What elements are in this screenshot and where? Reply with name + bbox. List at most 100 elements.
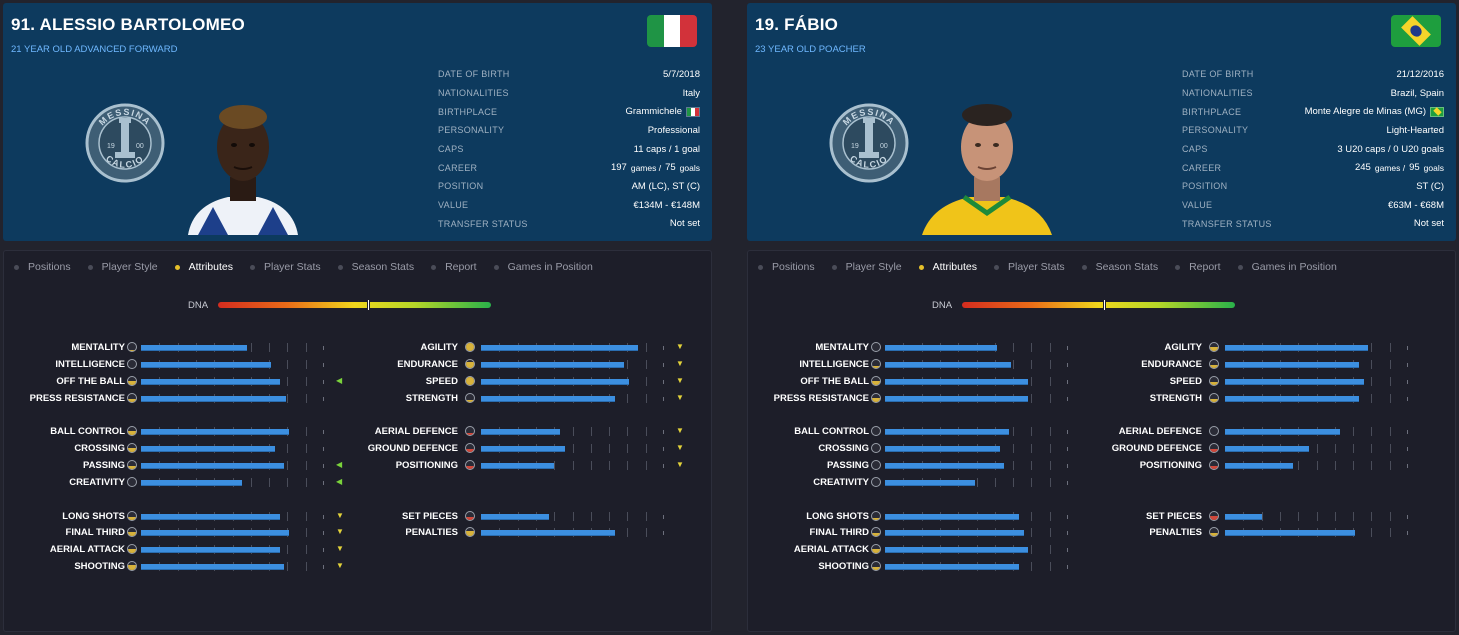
- attribute-row-positioning[interactable]: POSITIONING: [748, 457, 1448, 474]
- attribute-row-endurance[interactable]: ENDURANCE: [748, 356, 1448, 373]
- attribute-row-creativity[interactable]: CREATIVITY: [748, 474, 1448, 491]
- attribute-row-intelligence[interactable]: INTELLIGENCE: [748, 356, 1448, 373]
- tab-attributes[interactable]: Attributes: [918, 261, 977, 273]
- attribute-row-off-the-ball[interactable]: OFF THE BALL: [748, 373, 1448, 390]
- attribute-rating-icon: [871, 544, 881, 554]
- attribute-bar-fill: [885, 362, 1012, 368]
- attribute-bar-fill: [1225, 396, 1359, 402]
- attribute-row-aerial-attack[interactable]: AERIAL ATTACK: [748, 541, 1448, 558]
- tab-label: Games in Position: [1251, 261, 1337, 273]
- attribute-bar: [481, 360, 664, 369]
- attribute-row-ground-defence[interactable]: GROUND DEFENCE ▼: [4, 440, 704, 457]
- tab-report[interactable]: Report: [1175, 261, 1221, 273]
- info-label: Nationalities: [438, 88, 509, 99]
- player-photo: [188, 105, 298, 235]
- attribute-row-set-pieces[interactable]: SET PIECES: [748, 508, 1448, 525]
- info-row-value: Value €63M - €68M: [1182, 196, 1444, 215]
- tab-report[interactable]: Report: [431, 261, 477, 273]
- attribute-rating-icon: [871, 443, 881, 453]
- attribute-row-positioning[interactable]: POSITIONING ▼: [4, 457, 704, 474]
- attribute-row-speed[interactable]: SPEED: [748, 373, 1448, 390]
- attribute-bar-fill: [1225, 463, 1293, 469]
- tab-positions[interactable]: Positions: [758, 261, 815, 273]
- attribute-row-long-shots[interactable]: LONG SHOTS ▼: [4, 508, 704, 525]
- attribute-bar: [141, 360, 324, 369]
- attribute-rating-icon: [871, 511, 881, 521]
- info-label: Caps: [1182, 144, 1208, 155]
- tab-player-style[interactable]: Player Style: [831, 261, 902, 273]
- tab-player-stats[interactable]: Player Stats: [994, 261, 1065, 273]
- tab-player-stats[interactable]: Player Stats: [250, 261, 321, 273]
- attribute-row-crossing[interactable]: CROSSING: [4, 440, 704, 457]
- attribute-rating-icon: [465, 376, 475, 386]
- tab-label: Season Stats: [1095, 261, 1159, 273]
- attribute-row-crossing[interactable]: CROSSING: [748, 440, 1448, 457]
- attribute-row-passing[interactable]: PASSING: [748, 457, 1448, 474]
- attribute-row-agility[interactable]: AGILITY ▼: [4, 339, 704, 356]
- attribute-rating-icon: [127, 393, 137, 403]
- attribute-row-mentality[interactable]: MENTALITY: [4, 339, 704, 356]
- info-value[interactable]: Monte Alegre de Minas (MG): [1305, 106, 1444, 117]
- attribute-row-endurance[interactable]: ENDURANCE ▼: [4, 356, 704, 373]
- birthplace-text: Monte Alegre de Minas (MG): [1304, 106, 1426, 118]
- info-value[interactable]: Not set: [1413, 218, 1444, 230]
- info-value[interactable]: Not set: [669, 218, 700, 230]
- tab-attributes[interactable]: Attributes: [174, 261, 233, 273]
- attribute-rating-icon: [127, 443, 137, 453]
- attribute-rating-icon: [127, 544, 137, 554]
- attribute-row-shooting[interactable]: SHOOTING ▼: [4, 558, 704, 575]
- attribute-row-aerial-defence[interactable]: AERIAL DEFENCE: [748, 423, 1448, 440]
- attribute-row-aerial-attack[interactable]: AERIAL ATTACK ▼: [4, 541, 704, 558]
- attribute-rating-icon: [1209, 342, 1219, 352]
- attribute-row-final-third[interactable]: FINAL THIRD: [748, 524, 1448, 541]
- trend-down-arrow-icon: ▼: [676, 359, 684, 368]
- attribute-rating-icon: [127, 527, 137, 537]
- attribute-row-strength[interactable]: STRENGTH ▼: [4, 390, 704, 407]
- attribute-row-aerial-defence[interactable]: AERIAL DEFENCE ▼: [4, 423, 704, 440]
- tab-player-style[interactable]: Player Style: [87, 261, 158, 273]
- tab-dot: [174, 264, 180, 270]
- attribute-name: AGILITY: [1164, 342, 1202, 353]
- attribute-row-off-the-ball[interactable]: OFF THE BALL ◀: [4, 373, 704, 390]
- attribute-row-penalties[interactable]: PENALTIES: [748, 524, 1448, 541]
- career-goals: 95: [1409, 162, 1420, 174]
- attribute-rating-icon: [127, 511, 137, 521]
- info-value[interactable]: Brazil, Spain: [1390, 87, 1444, 99]
- attribute-row-creativity[interactable]: CREATIVITY ◀: [4, 474, 704, 491]
- attribute-row-set-pieces[interactable]: SET PIECES: [4, 508, 704, 525]
- attribute-row-final-third[interactable]: FINAL THIRD ▼: [4, 524, 704, 541]
- attribute-row-mentality[interactable]: MENTALITY: [748, 339, 1448, 356]
- attribute-row-intelligence[interactable]: INTELLIGENCE: [4, 356, 704, 373]
- attribute-bar: [141, 444, 324, 453]
- attribute-row-shooting[interactable]: SHOOTING: [748, 558, 1448, 575]
- info-value: Light-Hearted: [1386, 124, 1444, 136]
- tab-season-stats[interactable]: Season Stats: [1081, 261, 1159, 273]
- attribute-row-passing[interactable]: PASSING ◀: [4, 457, 704, 474]
- attribute-bar: [481, 343, 664, 352]
- attribute-bar: [141, 461, 324, 470]
- tab-season-stats[interactable]: Season Stats: [337, 261, 414, 273]
- attribute-row-penalties[interactable]: PENALTIES: [4, 524, 704, 541]
- attribute-row-speed[interactable]: SPEED ▼: [4, 373, 704, 390]
- tab-positions[interactable]: Positions: [14, 261, 71, 273]
- tab-dot: [493, 264, 499, 270]
- attribute-rating-icon: [871, 477, 881, 487]
- attribute-row-long-shots[interactable]: LONG SHOTS: [748, 508, 1448, 525]
- info-value[interactable]: Grammichele: [626, 106, 700, 117]
- attribute-row-strength[interactable]: STRENGTH: [748, 390, 1448, 407]
- svg-text:00: 00: [136, 143, 144, 150]
- info-label: Personality: [438, 125, 505, 136]
- attribute-name: AGILITY: [420, 342, 458, 353]
- tab-label: Games in Position: [507, 261, 593, 273]
- attribute-row-ball-control[interactable]: BALL CONTROL: [748, 423, 1448, 440]
- attribute-bar-fill: [481, 463, 555, 469]
- tab-games-in-position[interactable]: Games in Position: [1237, 261, 1337, 273]
- attribute-row-agility[interactable]: AGILITY: [748, 339, 1448, 356]
- attribute-row-ground-defence[interactable]: GROUND DEFENCE: [748, 440, 1448, 457]
- attribute-row-press-resistance[interactable]: PRESS RESISTANCE: [4, 390, 704, 407]
- tab-games-in-position[interactable]: Games in Position: [493, 261, 593, 273]
- attribute-row-press-resistance[interactable]: PRESS RESISTANCE: [748, 390, 1448, 407]
- info-value[interactable]: Italy: [682, 87, 700, 99]
- attribute-row-ball-control[interactable]: BALL CONTROL: [4, 423, 704, 440]
- attribute-bar: [1225, 528, 1408, 537]
